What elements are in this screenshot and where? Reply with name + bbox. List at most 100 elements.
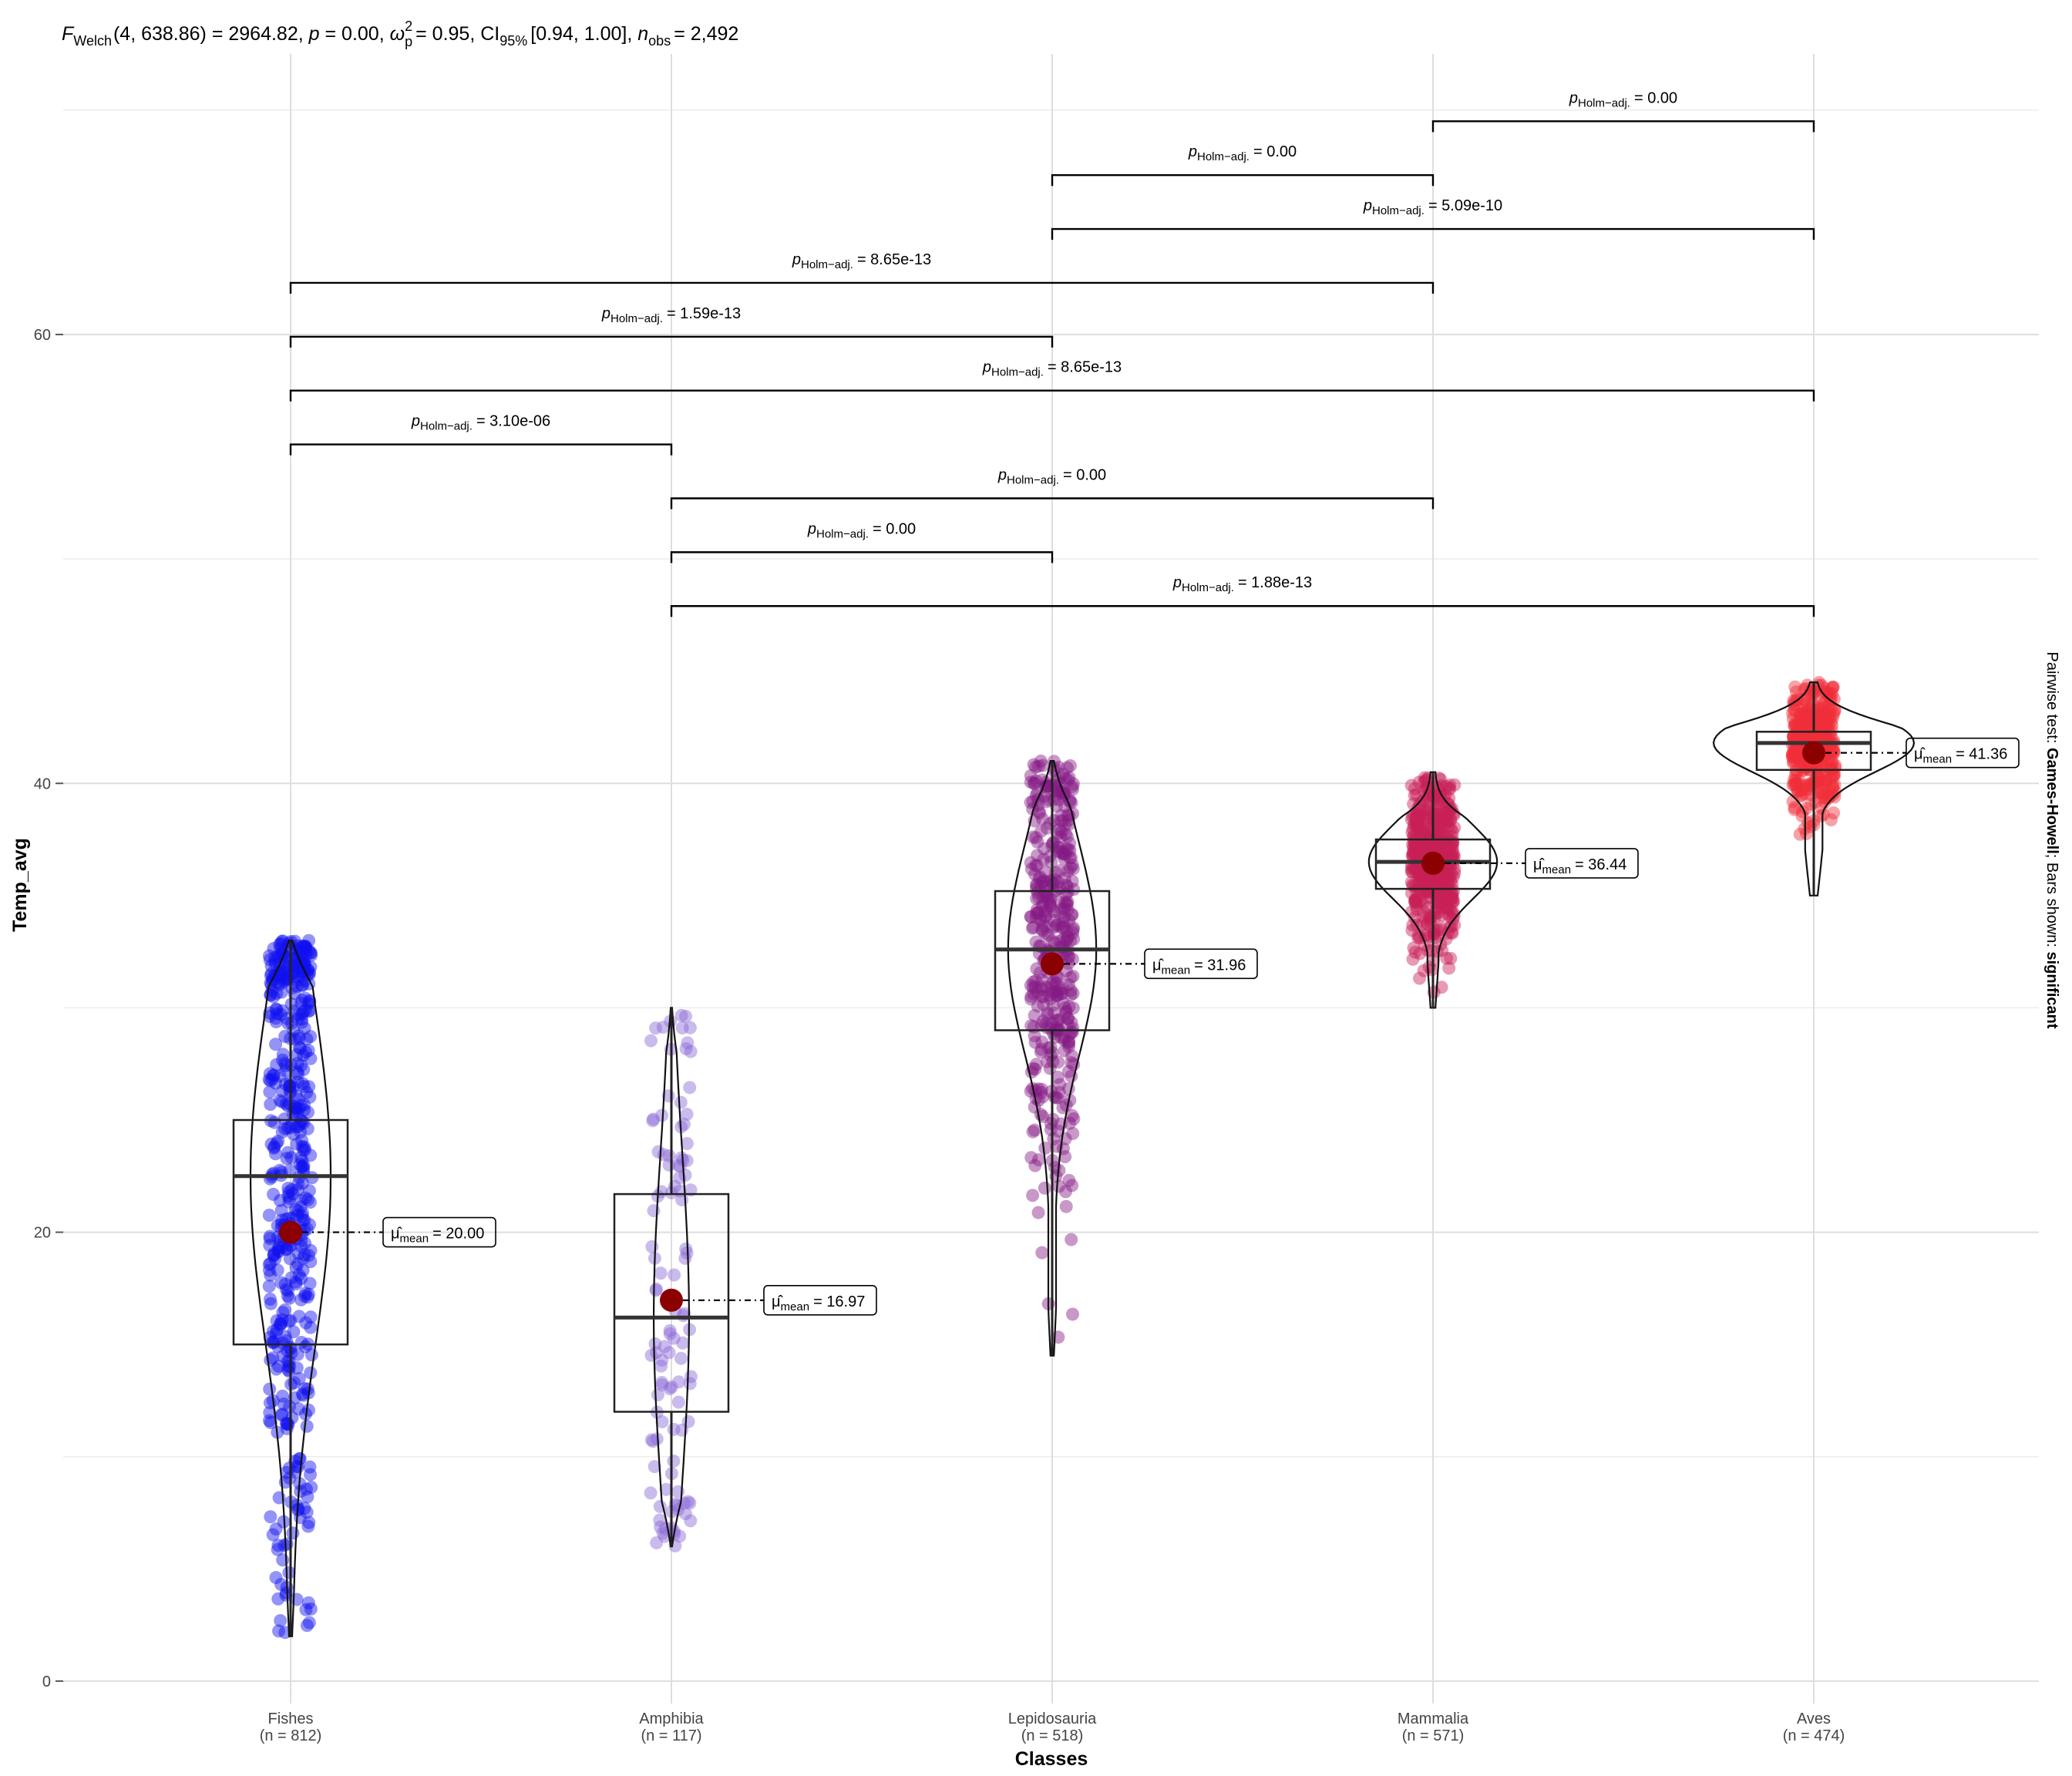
- data-point: [1406, 952, 1420, 966]
- y-tick-label: 60: [34, 327, 51, 344]
- data-point: [1058, 1001, 1072, 1014]
- data-point: [1053, 1078, 1067, 1092]
- data-point: [1048, 936, 1061, 950]
- data-point: [650, 1432, 664, 1446]
- data-point: [655, 1375, 669, 1389]
- data-point: [1033, 806, 1047, 820]
- data-point: [303, 995, 317, 1009]
- data-point: [298, 1191, 312, 1205]
- data-point: [1026, 980, 1040, 994]
- data-point: [1801, 702, 1815, 716]
- pairwise-label: pHolm−adj. = 3.10e-06: [411, 413, 550, 433]
- data-point: [301, 1382, 314, 1396]
- data-point: [1828, 785, 1842, 799]
- data-point: [274, 947, 288, 960]
- data-point: [296, 1005, 310, 1019]
- violin-layer: [249, 681, 1916, 1637]
- data-point: [1034, 754, 1048, 768]
- data-point: [1065, 874, 1079, 888]
- data-point: [302, 1515, 316, 1529]
- data-point: [1440, 807, 1454, 821]
- data-point: [1047, 1006, 1061, 1020]
- data-point: [274, 1317, 288, 1331]
- data-point: [1794, 789, 1808, 803]
- data-point: [285, 1182, 299, 1196]
- pairwise-label: pHolm−adj. = 1.88e-13: [1172, 574, 1312, 594]
- data-point: [267, 1140, 281, 1154]
- data-point: [1447, 909, 1461, 923]
- data-point: [1445, 877, 1459, 891]
- data-point: [674, 1095, 688, 1109]
- data-point: [1440, 801, 1454, 815]
- data-point: [1049, 1014, 1063, 1028]
- data-point: [1800, 826, 1814, 840]
- data-point: [1034, 1045, 1048, 1059]
- data-point: [1441, 819, 1455, 833]
- data-point: [297, 1159, 311, 1172]
- data-point: [296, 1388, 310, 1402]
- mean-layer: μ̂mean = 20.00μ̂mean = 16.97μ̂mean = 31.96μ…: [279, 737, 2020, 1316]
- data-point: [1822, 790, 1836, 804]
- pairwise-label: pHolm−adj. = 0.00: [1188, 143, 1297, 163]
- data-point: [1413, 799, 1427, 813]
- data-point: [1046, 998, 1060, 1012]
- data-point: [1026, 975, 1040, 989]
- data-point: [1794, 788, 1808, 802]
- pairwise-label: pHolm−adj. = 0.00: [997, 466, 1106, 486]
- data-point: [647, 1204, 661, 1218]
- pairwise-bracket: [289, 281, 1435, 294]
- data-point: [1421, 840, 1435, 854]
- data-point: [683, 1377, 697, 1391]
- data-point: [1043, 988, 1057, 1002]
- data-point: [1815, 707, 1829, 721]
- data-point: [1788, 704, 1801, 718]
- data-point: [1800, 782, 1814, 796]
- data-point: [296, 1213, 310, 1227]
- data-point: [1043, 898, 1057, 912]
- data-point: [1818, 795, 1832, 809]
- data-point: [683, 1021, 697, 1034]
- data-point: [1816, 701, 1830, 715]
- data-point: [269, 1002, 283, 1016]
- data-point: [1440, 835, 1454, 849]
- data-point: [1800, 723, 1814, 737]
- data-point: [283, 1192, 297, 1206]
- pairwise-bracket: [1051, 227, 1815, 240]
- data-point: [1793, 827, 1807, 841]
- data-point: [304, 1366, 318, 1380]
- data-point: [291, 1119, 305, 1133]
- data-point: [1808, 716, 1822, 730]
- data-point: [292, 1310, 306, 1324]
- data-point: [292, 1268, 306, 1282]
- data-point: [1408, 911, 1421, 925]
- data-point: [1431, 807, 1445, 821]
- data-point: [1413, 868, 1427, 882]
- data-point: [267, 1187, 281, 1201]
- data-point: [1030, 903, 1044, 917]
- data-point: [1047, 814, 1061, 828]
- data-point: [1790, 718, 1804, 732]
- data-point: [1787, 729, 1801, 743]
- data-point: [1410, 788, 1424, 802]
- data-point: [1447, 884, 1461, 898]
- data-point: [1066, 862, 1080, 876]
- data-point: [295, 951, 309, 965]
- data-point: [295, 1115, 309, 1128]
- data-point: [1056, 997, 1070, 1011]
- data-point: [1053, 906, 1067, 920]
- data-point: [1425, 876, 1439, 890]
- data-point: [274, 1577, 288, 1591]
- data-point: [295, 1140, 309, 1154]
- data-point: [262, 1209, 276, 1223]
- data-point: [1798, 711, 1812, 725]
- data-point: [1416, 910, 1430, 923]
- data-point: [1805, 797, 1818, 811]
- data-point: [277, 1398, 291, 1411]
- data-point: [1439, 871, 1453, 885]
- pairwise-bracket: [1431, 120, 1815, 133]
- data-point: [294, 1012, 308, 1026]
- data-point: [291, 1075, 305, 1089]
- data-point: [1034, 870, 1048, 884]
- y-axis-title: Temp_avg: [9, 838, 31, 932]
- data-point: [1024, 769, 1038, 782]
